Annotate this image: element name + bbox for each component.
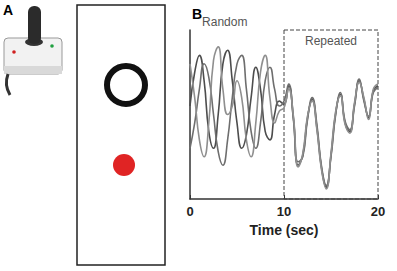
svg-text:Random: Random <box>202 15 247 29</box>
svg-text:10: 10 <box>277 204 291 219</box>
svg-text:20: 20 <box>371 204 385 219</box>
svg-text:Repeated: Repeated <box>305 34 357 48</box>
svg-text:B: B <box>192 6 202 22</box>
svg-text:0: 0 <box>186 204 193 219</box>
svg-text:Time (sec): Time (sec) <box>250 222 319 238</box>
svg-text:A: A <box>3 2 13 18</box>
